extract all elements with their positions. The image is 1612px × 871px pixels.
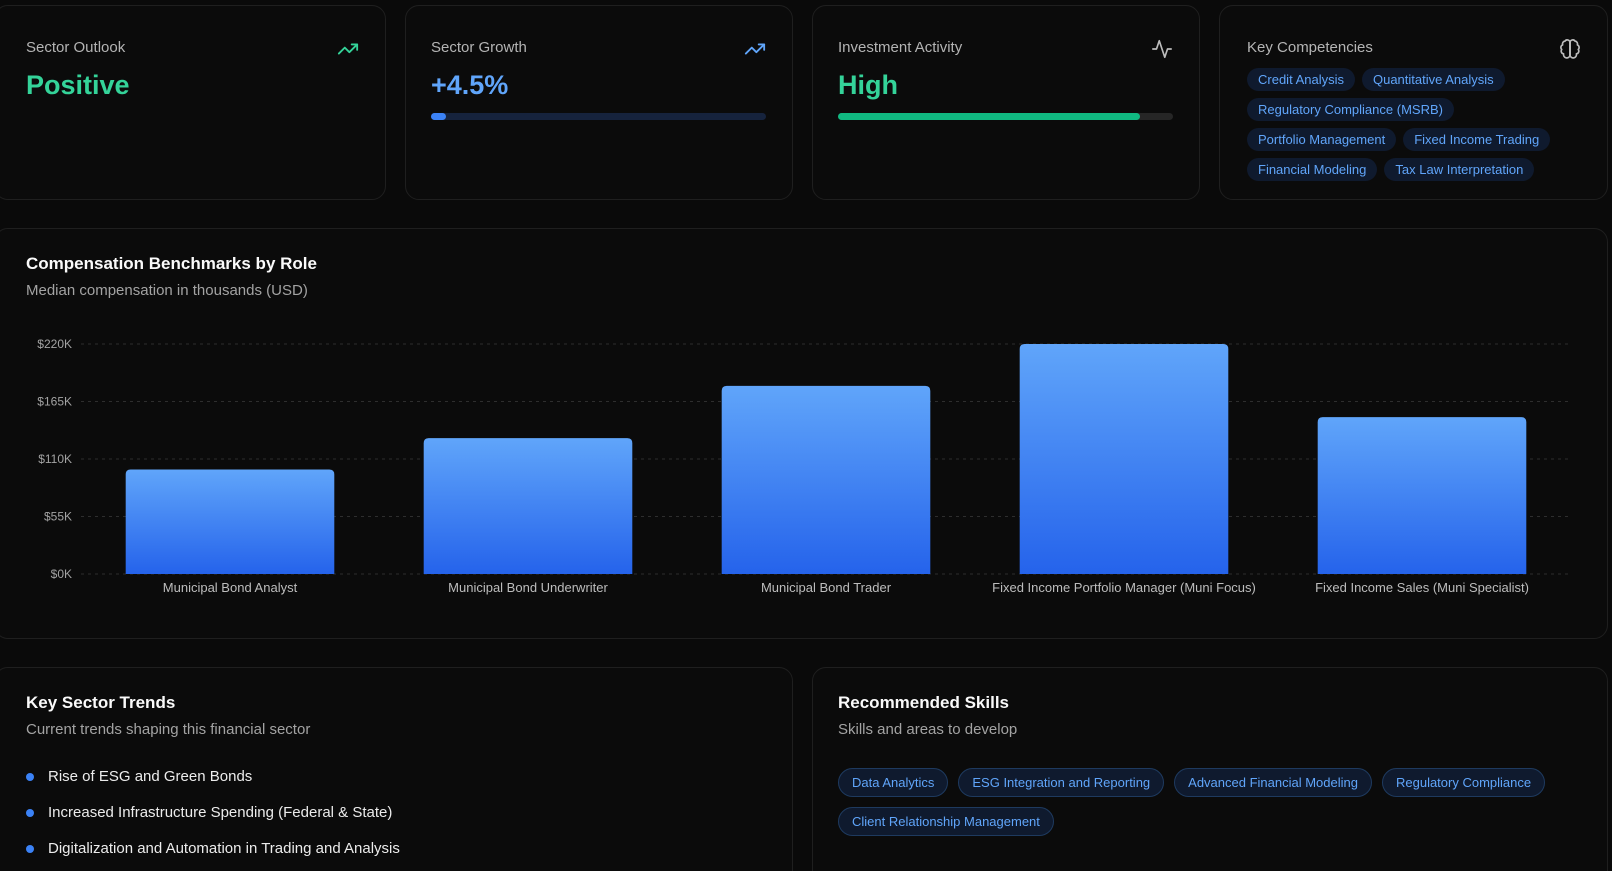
bullet-icon — [26, 808, 34, 817]
bullet-icon — [26, 844, 34, 853]
competency-list: Credit Analysis Quantitative Analysis Regu… — [1247, 68, 1587, 181]
trends-subtitle: Current trends shaping this financial se… — [26, 721, 311, 738]
key-competencies-card: Key Competencies Credit Analysis Quantita… — [1219, 5, 1608, 200]
key-sector-trends-card: Key Sector Trends Current trends shaping… — [0, 667, 793, 871]
progress-fill — [838, 113, 1140, 120]
trending-up-icon — [337, 43, 359, 55]
skills-title: Recommended Skills — [838, 693, 1010, 712]
chart-title: Compensation Benchmarks by Role — [26, 254, 317, 273]
stat-value: High — [838, 70, 898, 100]
trend-item: Increased Infrastructure Spending (Feder… — [26, 804, 392, 821]
compensation-card: Compensation Benchmarks by Role Median c… — [0, 228, 1608, 639]
investment-activity-card: Investment Activity High — [812, 5, 1200, 200]
skill-tag[interactable]: Regulatory Compliance — [1381, 768, 1546, 797]
y-tick-label: $220K — [37, 337, 72, 351]
y-tick-label: $165K — [37, 395, 72, 409]
skill-tag[interactable]: Client Relationship Management — [838, 807, 1054, 836]
competency-tag: Portfolio Management — [1247, 128, 1397, 151]
skills-list: Data Analytics ESG Integration and Report… — [838, 768, 1587, 836]
trend-item: Rise of ESG and Green Bonds — [26, 768, 252, 785]
sector-outlook-card: Sector Outlook Positive — [0, 5, 386, 200]
competency-tag: Tax Law Interpretation — [1384, 158, 1535, 181]
growth-progress-bar — [431, 113, 766, 120]
activity-icon — [1152, 39, 1172, 59]
competency-tag: Quantitative Analysis — [1361, 68, 1505, 91]
compensation-bar-chart: $0K $55K $110K $165K $220K Municipal Bond Ana… — [37, 337, 1571, 595]
skill-tag[interactable]: ESG Integration and Reporting — [958, 768, 1165, 797]
trend-text: Digitalization and Automation in Trading… — [48, 840, 400, 857]
bar — [1019, 344, 1229, 574]
activity-progress-bar — [838, 113, 1173, 120]
competency-tag: Fixed Income Trading — [1403, 128, 1551, 151]
competency-tag: Credit Analysis — [1247, 68, 1355, 91]
skills-subtitle: Skills and areas to develop — [838, 721, 1018, 738]
trend-text: Rise of ESG and Green Bonds — [48, 768, 253, 785]
competency-tag: Financial Modeling — [1247, 158, 1378, 181]
trends-title: Key Sector Trends — [26, 693, 176, 712]
stat-label: Sector Growth — [431, 39, 527, 56]
competency-tag: Regulatory Compliance (MSRB) — [1247, 98, 1454, 121]
stat-value: Positive — [26, 70, 130, 100]
stat-label: Sector Outlook — [26, 39, 126, 56]
y-tick-label: $0K — [51, 567, 72, 581]
trend-text: Increased Infrastructure Spending (Feder… — [48, 804, 393, 821]
bar — [721, 385, 931, 574]
bar — [1317, 417, 1527, 574]
skill-tag[interactable]: Data Analytics — [838, 768, 949, 797]
y-tick-label: $110K — [38, 452, 72, 466]
trending-up-icon — [744, 43, 766, 55]
bullet-icon — [26, 772, 34, 781]
x-tick-label: Municipal Bond Trader — [761, 580, 892, 595]
brain-icon — [1560, 39, 1580, 59]
skill-tag[interactable]: Advanced Financial Modeling — [1174, 768, 1372, 797]
competencies-label: Key Competencies — [1247, 39, 1373, 56]
stat-value: +4.5% — [431, 70, 509, 100]
x-tick-label: Municipal Bond Analyst — [163, 580, 298, 595]
bar — [125, 469, 335, 574]
x-tick-label: Fixed Income Portfolio Manager (Muni Foc… — [992, 580, 1256, 595]
bar — [423, 438, 633, 574]
sector-growth-card: Sector Growth +4.5% — [405, 5, 793, 200]
recommended-skills-card: Recommended Skills Skills and areas to d… — [812, 667, 1608, 871]
y-tick-label: $55K — [44, 510, 72, 524]
progress-fill — [431, 113, 447, 120]
trend-item: Digitalization and Automation in Trading… — [26, 840, 400, 857]
stat-label: Investment Activity — [838, 39, 963, 56]
chart-subtitle: Median compensation in thousands (USD) — [26, 282, 308, 299]
x-tick-label: Fixed Income Sales (Muni Specialist) — [1315, 580, 1529, 595]
x-tick-label: Municipal Bond Underwriter — [448, 580, 608, 595]
